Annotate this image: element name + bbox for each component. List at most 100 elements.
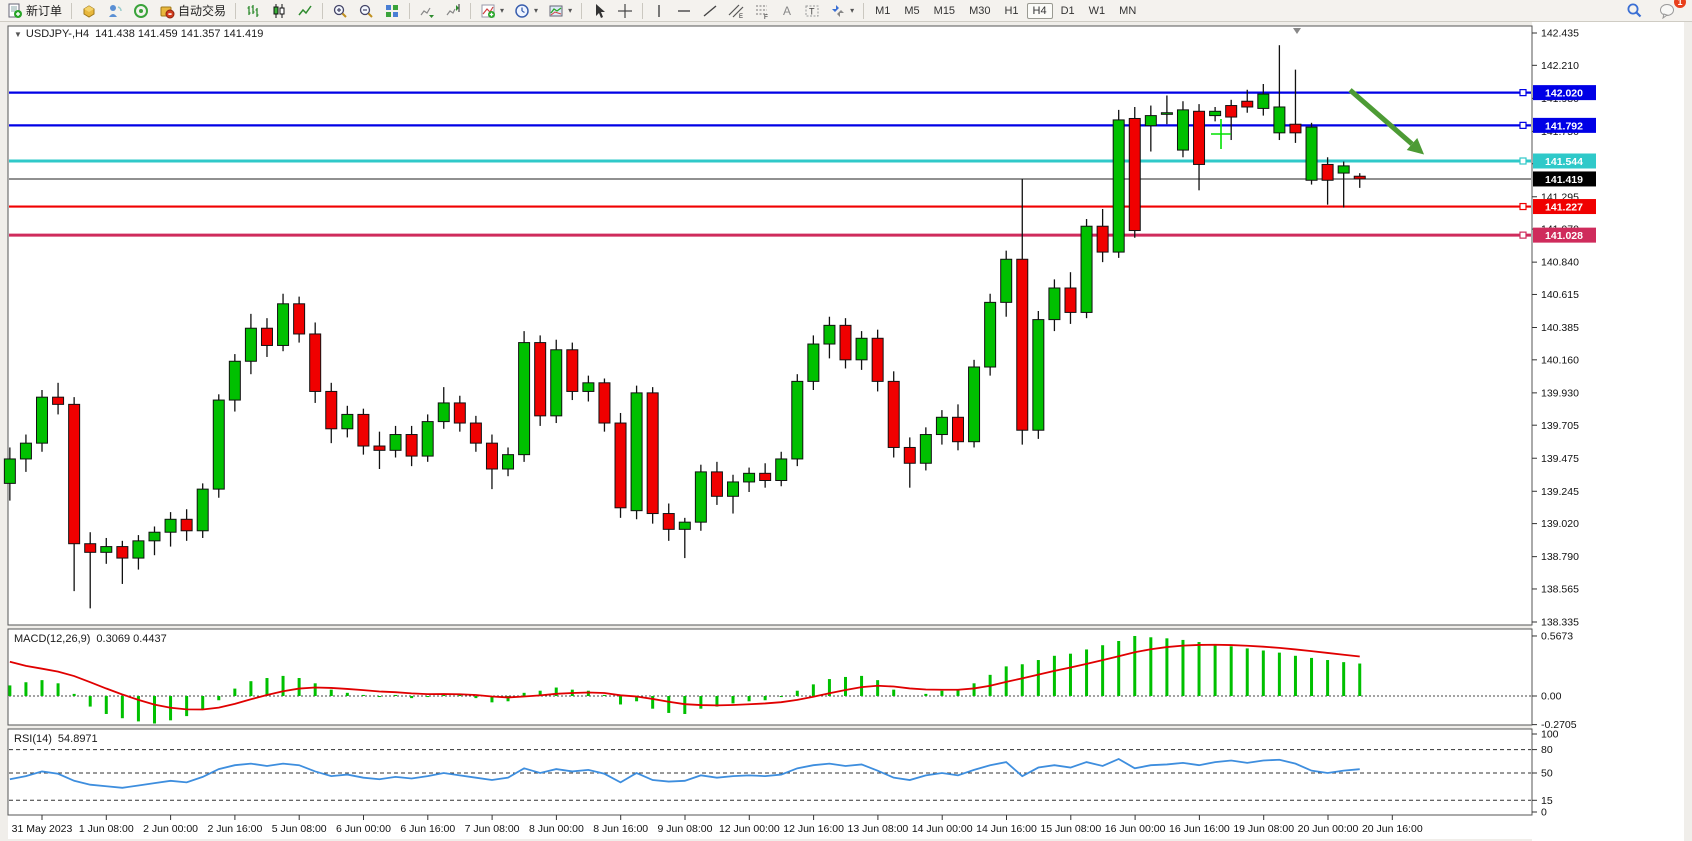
- horizontal-line-button[interactable]: [671, 0, 697, 22]
- chart-pane[interactable]: [7, 25, 1533, 626]
- chart-ohlc-values: 141.438 141.459 141.357 141.419: [95, 28, 264, 40]
- candle-body: [1257, 93, 1270, 109]
- notifications-button[interactable]: 1: [1654, 0, 1686, 22]
- svg-text:0.00: 0.00: [1541, 691, 1562, 703]
- candle-body: [1032, 319, 1045, 431]
- channel-button[interactable]: E: [723, 0, 749, 22]
- signals-button[interactable]: [102, 0, 128, 22]
- dropdown-caret-icon: ▾: [534, 6, 539, 15]
- trendline-button[interactable]: [697, 0, 723, 22]
- time-axis: 31 May 2023 1 Jun 08:00 2 Jun 00:00 2 Jun 1…: [12, 815, 1423, 835]
- search-button[interactable]: [1621, 0, 1648, 22]
- timeframe-M15[interactable]: M15: [933, 4, 956, 17]
- svg-text:F: F: [764, 14, 768, 19]
- candle-body: [100, 546, 113, 553]
- autotrading-button[interactable]: 自动交易: [154, 0, 231, 22]
- chart-shift-marker-icon[interactable]: [1293, 28, 1301, 34]
- candlestick-series: [3, 45, 1366, 609]
- candle-body: [951, 416, 964, 443]
- candle-body: [180, 518, 193, 532]
- svg-text:140.615: 140.615: [1541, 289, 1579, 301]
- price-tag-142.020: 142.020: [1533, 85, 1596, 101]
- svg-text:8 Jun 00:00: 8 Jun 00:00: [529, 823, 584, 835]
- candle-body: [1048, 287, 1061, 321]
- timeframe-M30[interactable]: M30: [969, 4, 991, 17]
- candle-body: [1353, 175, 1366, 180]
- macd-pane-content: 0.5673 0.00 -0.2705: [8, 631, 1577, 731]
- rsi-pane-content: 100 80 50 150: [9, 729, 1559, 819]
- vertical-line-button[interactable]: [647, 0, 671, 22]
- templates-button[interactable]: ▾: [543, 0, 577, 22]
- templates-icon: [549, 5, 563, 16]
- candle-body: [1305, 126, 1318, 181]
- candle-body: [1144, 115, 1157, 127]
- timeframe-M1[interactable]: M1: [875, 4, 891, 17]
- toolbar-separator: [71, 2, 73, 19]
- zoom-out-button[interactable]: [353, 0, 379, 22]
- timeframe-D1[interactable]: D1: [1060, 4, 1075, 17]
- svg-text:13 Jun 08:00: 13 Jun 08:00: [848, 823, 909, 835]
- price-chart-svg: 142.435142.210141.980141.750141.525141.2…: [3, 22, 1684, 841]
- market-button[interactable]: [76, 0, 102, 22]
- zoom-out-icon: [359, 4, 373, 18]
- horizontal-line-icon: [678, 9, 691, 12]
- trend-arrow-annotation[interactable]: [1348, 88, 1425, 155]
- tile-windows-button[interactable]: [379, 0, 405, 22]
- candle-body: [228, 360, 241, 401]
- vertical-line-icon: [658, 4, 660, 17]
- chart-shift-button[interactable]: [440, 0, 466, 22]
- timeframe-M5[interactable]: M5: [904, 4, 920, 17]
- cross-marker-annotation[interactable]: [1211, 119, 1231, 149]
- candle-body: [662, 513, 675, 530]
- candle-body: [791, 380, 804, 460]
- timeframe-H1[interactable]: H1: [1004, 4, 1019, 17]
- svg-text:12 Jun 00:00: 12 Jun 00:00: [719, 823, 780, 835]
- svg-text:0.5673: 0.5673: [1541, 631, 1573, 643]
- text-button[interactable]: A: [775, 0, 799, 22]
- autoscroll-button[interactable]: [414, 0, 440, 22]
- label-button[interactable]: T: [799, 0, 825, 22]
- timeframe-W1[interactable]: W1: [1088, 4, 1106, 17]
- svg-text:138.565: 138.565: [1541, 584, 1579, 596]
- autotrading-label: 自动交易: [178, 4, 227, 18]
- toolbar-separator: [470, 2, 472, 19]
- candle-body: [759, 472, 772, 482]
- candle-body: [1080, 225, 1093, 313]
- candle-body: [1064, 287, 1077, 313]
- shapes-arrows-icon: [832, 4, 845, 17]
- chart-pane[interactable]: [7, 628, 1533, 726]
- svg-text:142.020: 142.020: [1545, 88, 1583, 100]
- indicators-icon: [481, 4, 496, 18]
- indicators-button[interactable]: ▾: [475, 0, 509, 22]
- fibonacci-icon: F: [756, 5, 768, 19]
- svg-text:139.930: 139.930: [1541, 387, 1579, 399]
- candle-body: [1193, 110, 1206, 165]
- cursor-button[interactable]: [586, 0, 612, 22]
- candle-body: [1321, 163, 1334, 181]
- main-toolbar: 新订单: [0, 0, 1692, 22]
- one-click-expand-icon[interactable]: ▼: [14, 30, 22, 39]
- line-chart-button[interactable]: [292, 0, 318, 22]
- candle-body: [116, 546, 129, 559]
- channel-icon: E: [728, 4, 744, 19]
- timeframe-MN[interactable]: MN: [1119, 4, 1137, 17]
- vps-button[interactable]: [128, 0, 154, 22]
- periods-button[interactable]: ▾: [509, 0, 543, 22]
- timeframe-H4[interactable]: H4: [1026, 2, 1053, 19]
- bar-chart-button[interactable]: [240, 0, 266, 22]
- chart-pane[interactable]: [7, 728, 1533, 816]
- candlestick-chart-button[interactable]: [266, 0, 292, 22]
- vps-icon: [134, 3, 149, 18]
- fibonacci-button[interactable]: F: [749, 0, 775, 22]
- toolbar-right-group: 1: [1621, 0, 1690, 22]
- svg-text:2 Jun 00:00: 2 Jun 00:00: [143, 823, 198, 835]
- price-tag-141.419: 141.419: [1533, 171, 1596, 187]
- candle-body: [646, 392, 659, 515]
- label-icon: T: [805, 5, 819, 16]
- candle-body: [421, 421, 434, 457]
- svg-text:141.544: 141.544: [1545, 156, 1583, 168]
- shapes-button[interactable]: ▾: [825, 0, 859, 22]
- crosshair-button[interactable]: [612, 0, 638, 22]
- zoom-in-button[interactable]: [327, 0, 353, 22]
- new-order-button[interactable]: 新订单: [2, 0, 67, 22]
